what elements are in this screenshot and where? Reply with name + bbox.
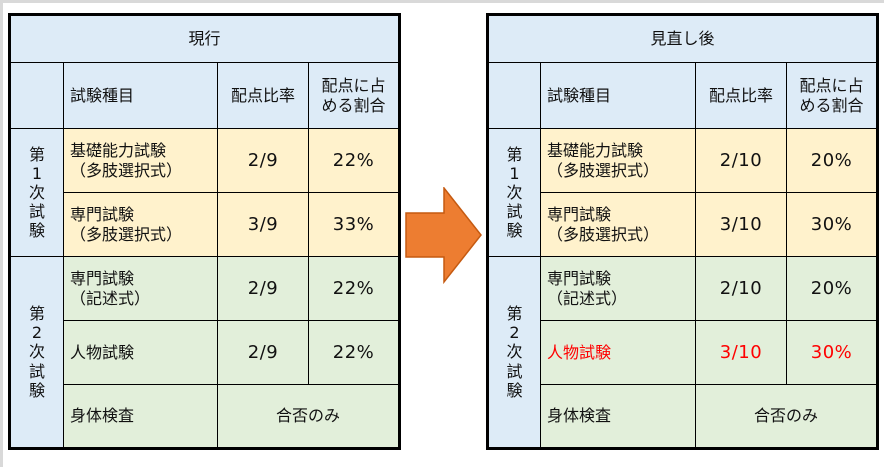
stage-header	[487, 62, 541, 129]
highlighted-ratio-cell: 3/10	[695, 320, 787, 385]
frame-border-left	[0, 0, 3, 467]
table-title: 現行	[8, 14, 401, 63]
ratio-cell: 2/9	[217, 320, 309, 385]
ratio-cell: 3/9	[217, 192, 309, 257]
ratio-cell: 2/10	[695, 256, 787, 321]
frame-border-top	[0, 0, 884, 3]
table-row-item: 身体検査	[63, 384, 218, 449]
ratio-header: 配点比率	[217, 62, 309, 129]
table-row-item: 基礎能力試験 （多肢選択式）	[540, 128, 696, 193]
table-row-item: 身体検査	[540, 384, 696, 449]
table-row-item: 専門試験 （記述式）	[540, 256, 696, 321]
share-cell: 33%	[307, 192, 401, 257]
ratio-cell: 2/10	[695, 128, 787, 193]
share-header: 配点に占 める割合	[785, 62, 879, 129]
pass-fail-cell: 合否のみ	[694, 384, 879, 449]
ratio-cell: 2/9	[217, 128, 309, 193]
share-cell: 30%	[785, 192, 879, 257]
item-header: 試験種目	[540, 62, 696, 129]
table-title: 見直し後	[486, 14, 879, 63]
ratio-cell: 2/9	[217, 256, 309, 321]
highlighted-item: 人物試験	[540, 320, 696, 385]
table-row-item: 専門試験 （多肢選択式）	[540, 192, 696, 257]
table-row-item: 専門試験 （多肢選択式）	[63, 192, 218, 257]
share-cell: 22%	[307, 256, 401, 321]
share-cell: 20%	[785, 128, 879, 193]
stage-header	[9, 62, 64, 129]
highlighted-share-cell: 30%	[785, 320, 879, 385]
right-arrow-icon	[405, 187, 482, 285]
item-header: 試験種目	[63, 62, 218, 129]
share-header: 配点に占 める割合	[307, 62, 401, 129]
table-row-item: 人物試験	[63, 320, 218, 385]
table-row-item: 基礎能力試験 （多肢選択式）	[63, 128, 218, 193]
share-cell: 22%	[307, 320, 401, 385]
pass-fail-cell: 合否のみ	[216, 384, 401, 449]
ratio-header: 配点比率	[695, 62, 787, 129]
table-row-item: 専門試験 （記述式）	[63, 256, 218, 321]
share-cell: 22%	[307, 128, 401, 193]
ratio-cell: 3/10	[695, 192, 787, 257]
share-cell: 20%	[785, 256, 879, 321]
